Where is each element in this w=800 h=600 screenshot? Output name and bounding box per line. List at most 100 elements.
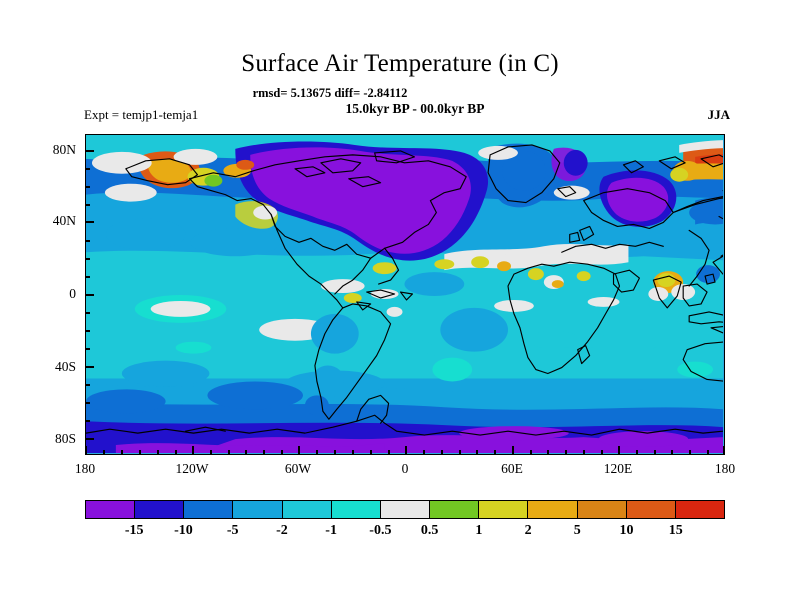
ytick-minor: [85, 420, 90, 422]
xtick-minor: [263, 450, 265, 455]
colorbar: [85, 500, 725, 519]
xtick-minor: [547, 450, 549, 455]
xtick-major: [85, 446, 87, 455]
ytick-minor: [85, 258, 90, 260]
xtick-minor: [476, 450, 478, 455]
ytick-label-0: 0: [69, 286, 76, 301]
xtick-minor: [494, 450, 496, 455]
xtick-minor: [423, 450, 425, 455]
colorbar-swatch: [528, 501, 578, 518]
colorbar-swatch: [135, 501, 185, 518]
period-annotation: 15.0kyr BP - 00.0kyr BP: [345, 101, 485, 116]
xtick-minor: [228, 450, 230, 455]
colorbar-tick-label: -15: [124, 523, 144, 538]
colorbar-tick-label: -1: [325, 523, 337, 538]
colorbar-swatch: [86, 501, 136, 518]
colorbar-swatch: [380, 501, 431, 518]
ytick-minor: [85, 384, 90, 386]
xtick-minor: [334, 450, 336, 455]
xtick-minor: [121, 450, 123, 455]
colorbar-tick-label: -10: [174, 523, 193, 538]
xtick-label-120e: 120E: [603, 461, 633, 476]
xtick-minor: [530, 450, 532, 455]
ytick-minor: [85, 240, 90, 242]
ytick-major: [85, 221, 94, 223]
xtick-minor: [583, 450, 585, 455]
colorbar-swatch: [282, 501, 332, 518]
ytick-label-80s: 80S: [54, 431, 76, 446]
ytick-minor: [85, 276, 90, 278]
ytick-major: [85, 294, 94, 296]
xtick-minor: [388, 450, 390, 455]
ytick-label-40s: 40S: [54, 359, 76, 374]
xtick-minor: [157, 450, 159, 455]
xtick-label-180e: 180: [714, 461, 736, 476]
colorbar-tick-label: 15: [668, 523, 683, 538]
xtick-minor: [245, 450, 247, 455]
xtick-minor: [316, 450, 318, 455]
map-plot-area: [85, 134, 725, 455]
ytick-minor: [85, 168, 90, 170]
xtick-minor: [601, 450, 603, 455]
xtick-minor: [175, 450, 177, 455]
ytick-major: [85, 438, 94, 440]
xtick-minor: [636, 450, 638, 455]
xtick-minor: [281, 450, 283, 455]
colorbar-tick-label: 2: [524, 523, 532, 538]
colorbar-tick-label: 1: [475, 523, 483, 538]
xtick-minor: [565, 450, 567, 455]
ytick-minor: [85, 204, 90, 206]
colorbar-swatch: [184, 501, 234, 518]
xtick-minor: [689, 450, 691, 455]
colorbar-swatch: [577, 501, 627, 518]
xtick-major: [512, 446, 514, 455]
colorbar-swatch: [675, 501, 725, 518]
xtick-major: [618, 446, 620, 455]
xtick-minor: [654, 450, 656, 455]
page-title: Surface Air Temperature (in C): [241, 50, 559, 77]
ytick-major: [85, 150, 94, 152]
ytick-minor: [85, 348, 90, 350]
xtick-minor: [210, 450, 212, 455]
xtick-minor: [370, 450, 372, 455]
xtick-minor: [103, 450, 105, 455]
ytick-minor: [85, 312, 90, 314]
xtick-label-60w: 60W: [284, 461, 312, 476]
colorbar-swatch: [331, 501, 381, 518]
statistics-annotation: rmsd= 5.13675 diff= -2.84112: [252, 86, 408, 100]
xtick-minor: [352, 450, 354, 455]
colorbar-tick-label: 0.5: [420, 523, 439, 538]
xtick-label-180w: 180: [74, 461, 96, 476]
ytick-minor: [85, 330, 90, 332]
ytick-label-80n: 80N: [52, 142, 76, 157]
colorbar-tick-label: 5: [573, 523, 581, 538]
colorbar-tick-label: -5: [226, 523, 239, 538]
xtick-major: [405, 446, 407, 455]
experiment-label: Expt = temjp1-temja1: [84, 107, 199, 122]
season-label: JJA: [707, 107, 730, 122]
xtick-minor: [707, 450, 709, 455]
ytick-major: [85, 366, 94, 368]
xtick-minor: [459, 450, 461, 455]
colorbar-swatch: [479, 501, 529, 518]
xtick-minor: [441, 450, 443, 455]
colorbar-swatch: [626, 501, 676, 518]
xtick-major: [723, 446, 725, 455]
ytick-label-40n: 40N: [52, 213, 76, 228]
xtick-label-0: 0: [401, 461, 409, 476]
colorbar-swatch: [430, 501, 480, 518]
xtick-minor: [671, 450, 673, 455]
xtick-major: [192, 446, 194, 455]
anomaly-heatmap: [86, 135, 723, 453]
colorbar-tick-label: -2: [276, 523, 288, 538]
ytick-minor: [85, 186, 90, 188]
xtick-minor: [139, 450, 141, 455]
xtick-label-120w: 120W: [175, 461, 209, 476]
colorbar-swatch: [233, 501, 283, 518]
xtick-major: [298, 446, 300, 455]
colorbar-tick-label: 10: [619, 523, 634, 538]
xtick-label-60e: 60E: [501, 461, 523, 476]
ytick-minor: [85, 402, 90, 404]
colorbar-tick-label: -0.5: [369, 523, 392, 538]
